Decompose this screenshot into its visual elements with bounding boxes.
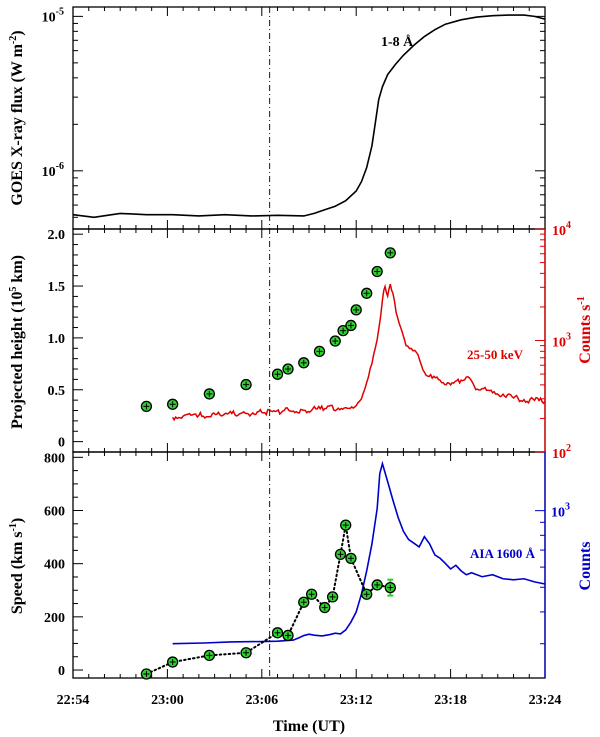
y-tick-label: 0.5 — [48, 384, 66, 399]
y-tick-label: 800 — [44, 451, 65, 466]
series-label-aia-1600: AIA 1600 Å — [470, 546, 536, 561]
x-tick-label: 22:54 — [57, 693, 90, 708]
y-tick-label: 10-5 — [42, 6, 64, 25]
y-tick-label: 0 — [58, 436, 65, 451]
y-tick-label: 10-6 — [42, 161, 64, 180]
y2-tick-label: 102 — [552, 443, 571, 462]
y2-tick-label: 103 — [552, 332, 571, 351]
panel-top-frame — [72, 6, 546, 230]
panel-bottom-frame — [72, 451, 546, 679]
y2-tick-label: 104 — [552, 220, 571, 239]
aia-1600-line — [172, 460, 546, 645]
goes-flux-line — [72, 14, 546, 219]
y2-tick-label: 103 — [551, 502, 570, 521]
middle-y2-axis-label: Counts s-1 — [576, 296, 594, 363]
series-markers — [140, 247, 396, 680]
top-axis-ticks: 10-6 10-5 — [42, 6, 546, 229]
hxr-25-50kev-line — [171, 283, 546, 422]
speed-dotted-line — [145, 524, 392, 676]
x-axis-label: Time (UT) — [273, 718, 345, 735]
x-tick-label: 23:12 — [340, 693, 373, 708]
bottom-y2-axis-label: Counts — [577, 542, 594, 591]
y-tick-label: 1.0 — [48, 332, 66, 347]
series-label-1-8A: 1-8 Å — [381, 34, 414, 50]
y-tick-label: 200 — [44, 611, 65, 626]
top-y-axis-label: GOES X-ray flux (W m-2) — [8, 30, 26, 205]
y-tick-label: 1.5 — [48, 280, 66, 295]
x-tick-label: 23:24 — [529, 693, 562, 708]
y-tick-label: 2.0 — [48, 228, 66, 243]
series-label-25-50kev: 25-50 keV — [467, 347, 524, 362]
x-tick-label: 23:06 — [245, 693, 278, 708]
y-tick-label: 600 — [44, 504, 65, 519]
bottom-y-axis-label: Speed (km s-1) — [8, 518, 26, 614]
x-tick-label: 23:00 — [151, 693, 184, 708]
x-tick-label: 23:18 — [434, 693, 467, 708]
middle-y-axis-label: Projected height (105 km) — [8, 255, 26, 429]
series-lines — [72, 14, 546, 676]
panel-middle-frame — [72, 228, 546, 453]
middle-axis-ticks: 0 0.5 1.0 1.5 2.0 102 103 104 — [48, 220, 572, 462]
bottom-axis-ticks: 22:54 23:00 23:06 23:12 23:18 23:24 0 200 400 600… — [44, 451, 570, 708]
y-tick-label: 400 — [44, 558, 65, 573]
y-tick-label: 0 — [58, 664, 65, 679]
